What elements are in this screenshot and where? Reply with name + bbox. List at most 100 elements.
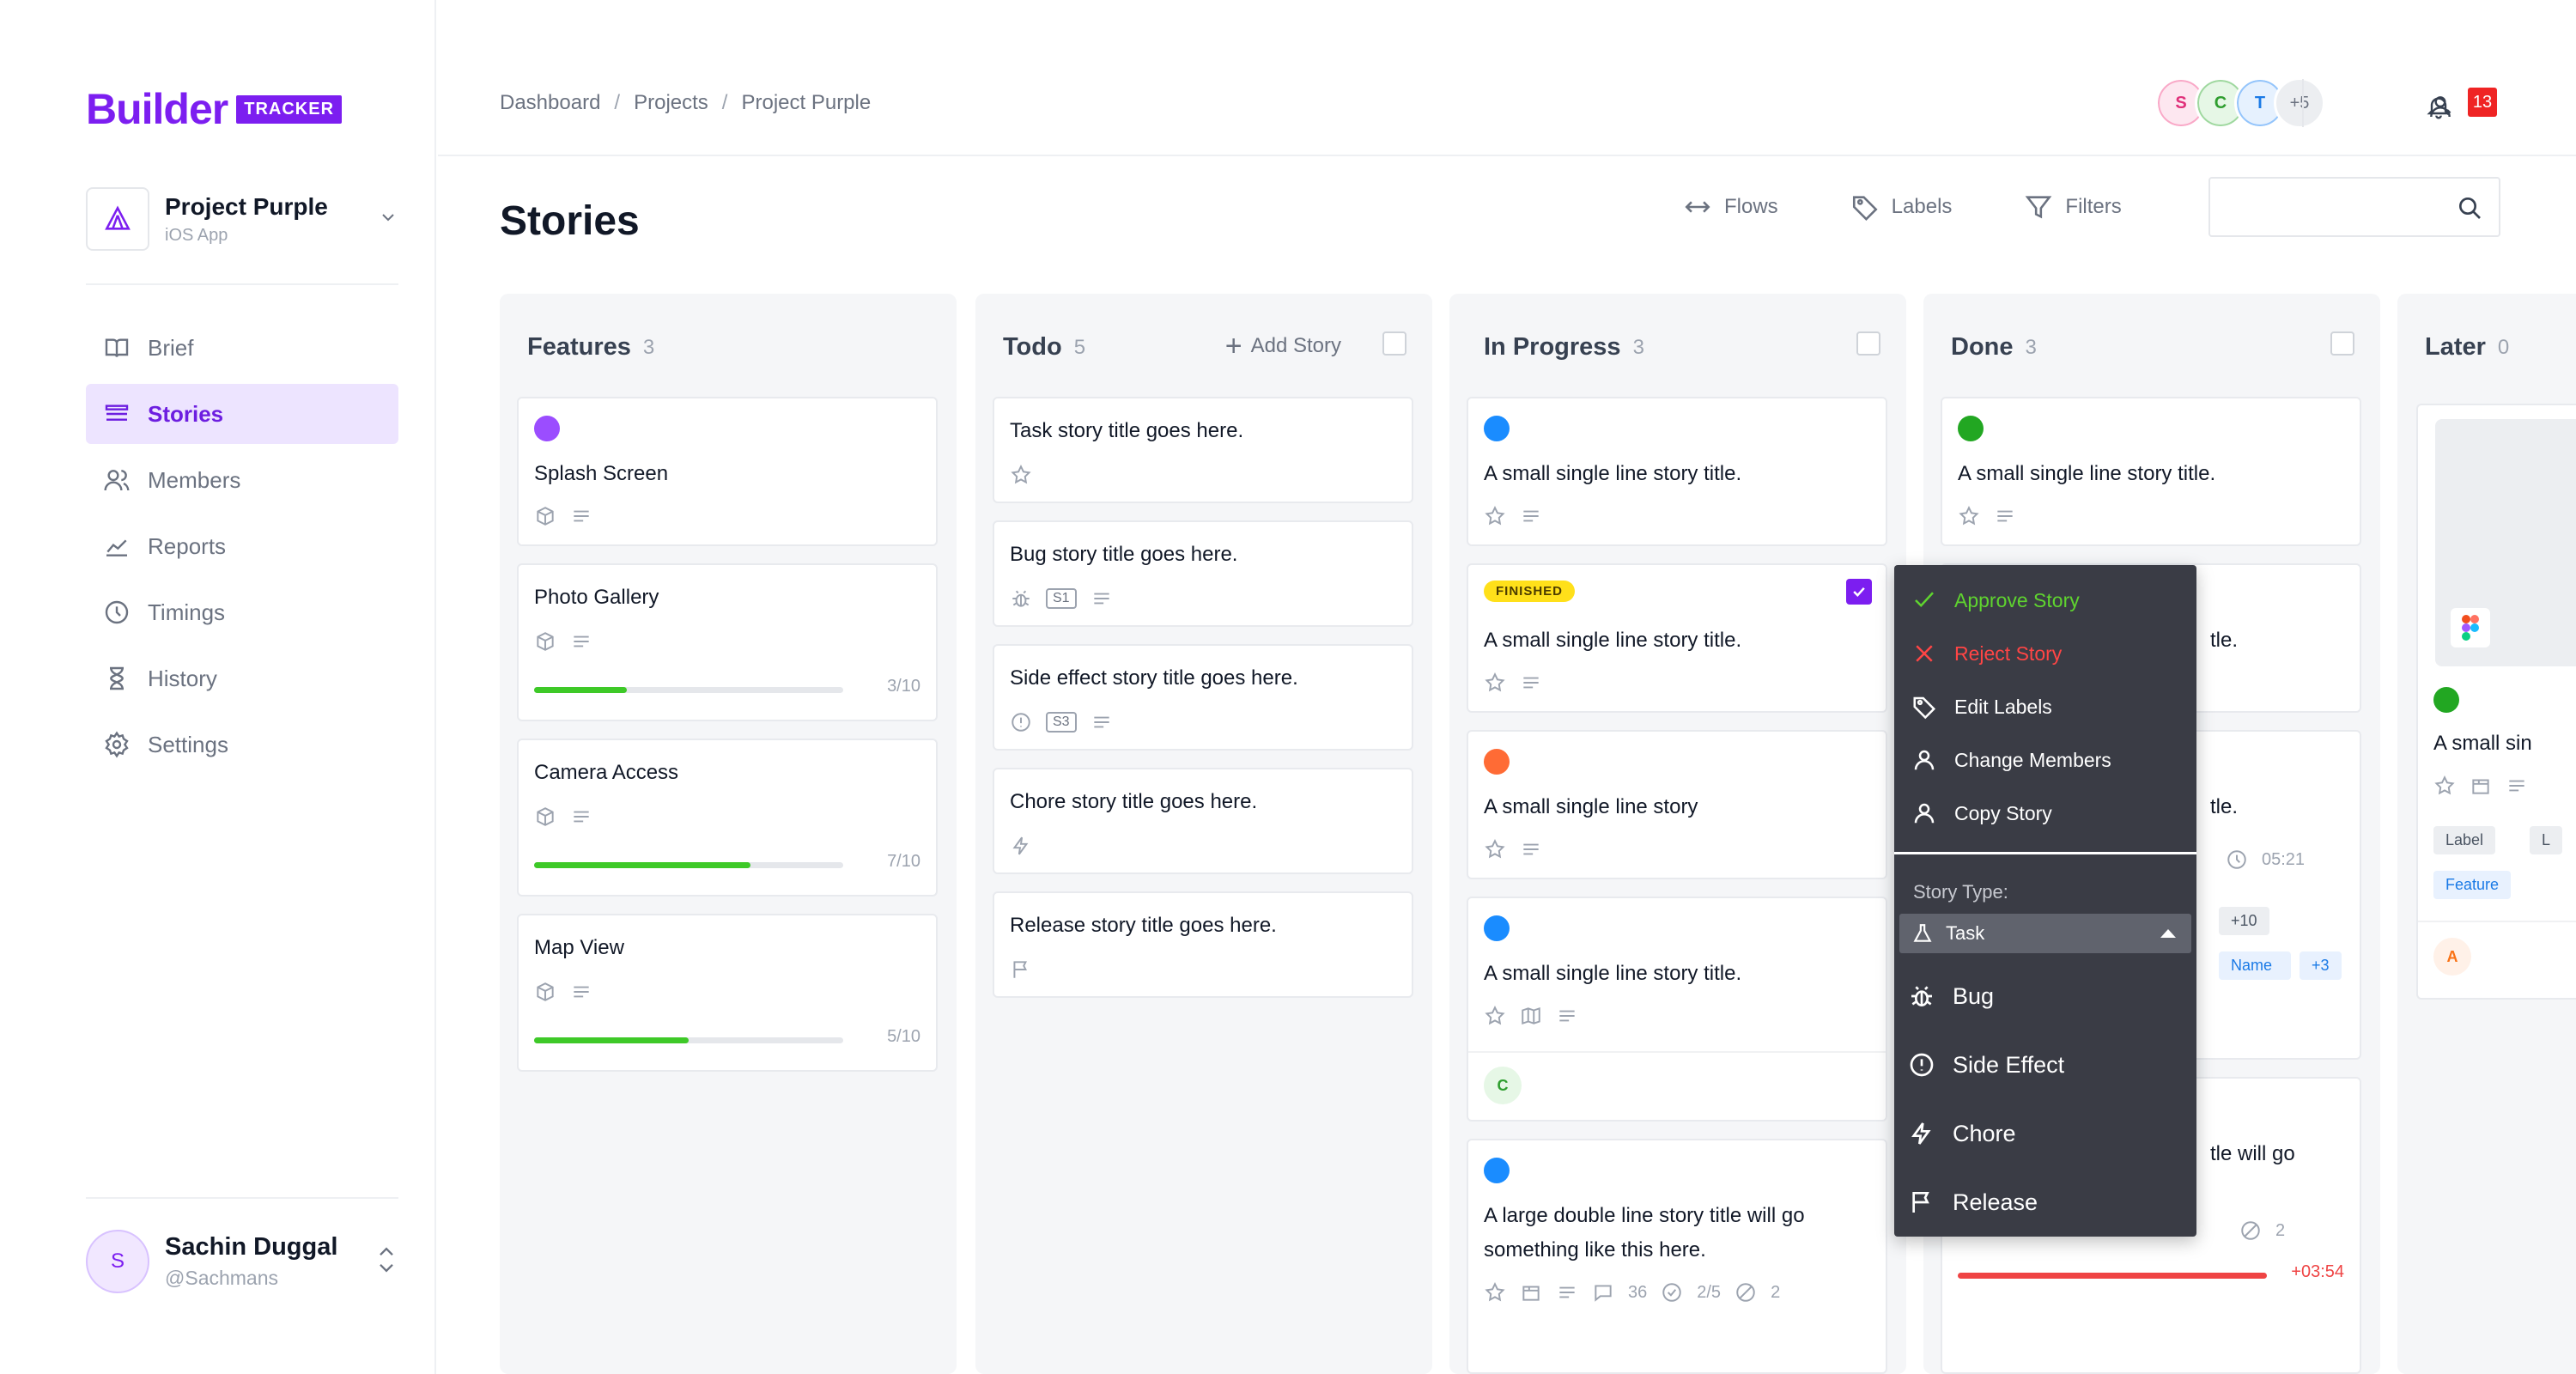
story-card[interactable]: Bug story title goes here. S1 (993, 520, 1413, 627)
feature-card[interactable]: Map View 5/10 (517, 914, 938, 1072)
story-card[interactable]: A large double line story title will go … (1467, 1139, 1887, 1374)
progress-text: 3/10 (887, 677, 920, 696)
project-switcher[interactable]: Project Purple iOS App (86, 187, 398, 251)
search-input[interactable] (2208, 177, 2500, 237)
story-card[interactable]: Release story title goes here. (993, 891, 1413, 998)
package-icon (1522, 1286, 1540, 1301)
star-icon[interactable] (1484, 838, 1506, 860)
map-icon (1522, 1006, 1540, 1025)
breadcrumb-projects[interactable]: Projects (634, 91, 708, 114)
labels-button[interactable]: Labels (1850, 192, 1952, 222)
member-avatars[interactable]: S C T +5 (2155, 77, 2325, 129)
card-meta: S1 (1010, 587, 1113, 610)
filters-button[interactable]: Filters (2024, 192, 2122, 222)
check-circle-icon (1662, 1283, 1681, 1302)
sidebar-item-stories[interactable]: Stories (86, 384, 398, 444)
add-story-button[interactable]: + Add Story (1225, 331, 1341, 361)
card-title: A small single line story title. (1484, 629, 1742, 652)
color-dot (1484, 416, 1510, 441)
feature-card[interactable]: Splash Screen (517, 397, 938, 546)
story-card[interactable]: A small single line story title. (1467, 397, 1887, 546)
column-select-checkbox[interactable] (2330, 331, 2354, 356)
star-icon[interactable] (1958, 505, 1980, 527)
user-profile[interactable]: S Sachin Duggal @Sachmans (86, 1197, 398, 1293)
option-label: Side Effect (1953, 1051, 2065, 1078)
card-title: A small single line story title. (1484, 962, 1742, 985)
sidebar-item-settings[interactable]: Settings (86, 714, 398, 775)
breadcrumb: Dashboard / Projects / Project Purple (500, 91, 871, 115)
breadcrumb-separator: / (721, 91, 728, 114)
story-card[interactable]: Task story title goes here. (993, 397, 1413, 503)
column-todo: Todo 5 + Add Story Task story title goes… (975, 294, 1432, 1374)
description-icon (574, 811, 589, 823)
story-card[interactable]: A small single line story title. (1941, 397, 2361, 546)
star-icon[interactable] (1484, 505, 1506, 527)
story-type-option-chore[interactable]: Chore (1908, 1120, 2016, 1147)
approve-story-item[interactable]: Approve Story (1911, 587, 2080, 613)
members-icon (104, 470, 130, 491)
sidebar-item-reports[interactable]: Reports (86, 516, 398, 576)
column-title: Todo (1003, 333, 1062, 361)
caret-up-icon (2160, 929, 2176, 938)
flows-button[interactable]: Flows (1683, 192, 1778, 222)
star-icon[interactable] (1484, 1005, 1506, 1027)
progress-fill (534, 1037, 689, 1043)
bell-icon[interactable] (2420, 88, 2458, 125)
user-icon (1914, 750, 1935, 770)
card-meta (534, 505, 592, 527)
sidebar-item-history[interactable]: History (86, 648, 398, 708)
story-type-option-side-effect[interactable]: Side Effect (1908, 1051, 2064, 1079)
story-card[interactable]: A small sin Label L Feature A (2416, 404, 2576, 1000)
column-title: Done (1951, 333, 2014, 361)
cube-icon (537, 632, 554, 651)
change-members-item[interactable]: Change Members (1911, 747, 2111, 773)
description-icon (1523, 843, 1539, 855)
column-select-checkbox[interactable] (1382, 331, 1406, 356)
story-card[interactable]: Side effect story title goes here. S3 (993, 644, 1413, 751)
option-label: Bug (1953, 982, 1995, 1009)
filters-label: Filters (2065, 195, 2122, 218)
sidebar-item-brief[interactable]: Brief (86, 318, 398, 378)
hourglass-icon (110, 666, 124, 690)
copy-story-item[interactable]: Copy Story (1911, 800, 2052, 826)
board-toolbar: Flows Labels Filters (1683, 192, 2194, 222)
breadcrumb-dashboard[interactable]: Dashboard (500, 91, 601, 114)
reject-story-item[interactable]: Reject Story (1911, 641, 2062, 666)
story-card-selected[interactable]: FINISHED A small single line story title… (1467, 563, 1887, 713)
story-card[interactable]: A small single line story (1467, 730, 1887, 879)
card-title: A small single line story (1484, 795, 1698, 818)
header-divider (2302, 79, 2304, 127)
sidebar-item-label: Members (148, 466, 241, 493)
severity-chip: S3 (1046, 712, 1077, 733)
change-members-label: Change Members (1954, 748, 2111, 771)
story-type-label: Story Type: (1913, 881, 2008, 903)
column-select-checkbox[interactable] (1856, 331, 1880, 356)
lightning-icon (1012, 836, 1029, 855)
story-card[interactable]: A small single line story title. C (1467, 897, 1887, 1122)
description-icon (574, 635, 589, 647)
option-label: Release (1953, 1189, 2038, 1215)
sidebar-item-members[interactable]: Members (86, 450, 398, 510)
card-checkbox-checked[interactable] (1846, 579, 1872, 605)
sidebar-item-timings[interactable]: Timings (86, 582, 398, 642)
description-icon (1093, 716, 1109, 728)
story-type-option-release[interactable]: Release (1908, 1189, 2038, 1216)
tag-more-chip: +3 (2300, 951, 2342, 980)
feature-card[interactable]: Photo Gallery 3/10 (517, 563, 938, 721)
star-icon[interactable] (2433, 775, 2456, 797)
column-count: 3 (2025, 335, 2037, 359)
reject-story-label: Reject Story (1954, 641, 2063, 665)
user-icon (1914, 803, 1935, 824)
card-meta (1484, 1005, 1578, 1027)
edit-labels-item[interactable]: Edit Labels (1911, 694, 2052, 720)
feature-card[interactable]: Camera Access 7/10 (517, 739, 938, 897)
column-title: Features (527, 333, 631, 361)
story-type-select[interactable]: Task (1899, 914, 2191, 953)
time-spent: 05:21 (2262, 849, 2306, 869)
star-icon[interactable] (1010, 464, 1032, 486)
brand-logo[interactable]: Builder TRACKER (86, 84, 343, 134)
story-type-option-bug[interactable]: Bug (1908, 982, 1994, 1010)
star-icon[interactable] (1484, 1281, 1506, 1304)
star-icon[interactable] (1484, 672, 1506, 694)
story-card[interactable]: Chore story title goes here. (993, 768, 1413, 874)
